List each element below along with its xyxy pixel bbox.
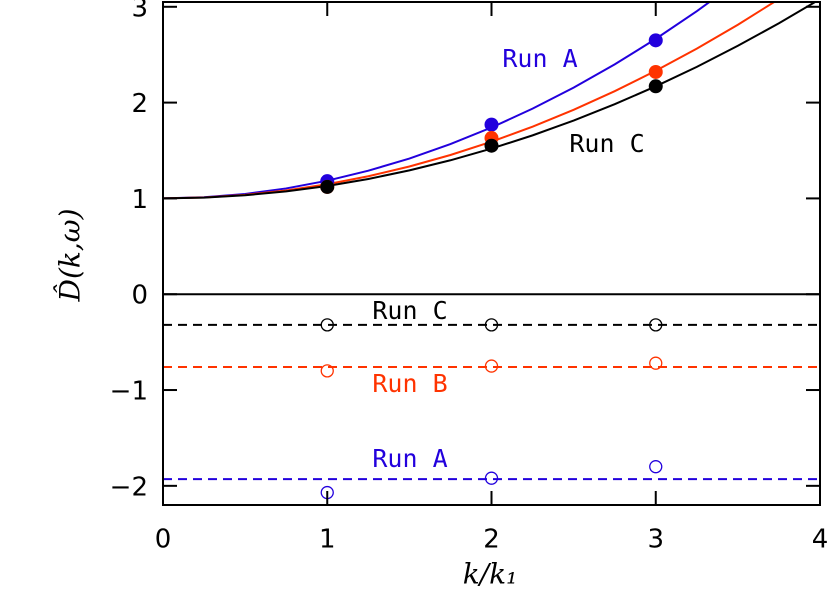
y-tick-label: 3 xyxy=(131,0,148,23)
open-point xyxy=(649,356,663,370)
x-tick-label: 3 xyxy=(647,525,664,555)
open-point xyxy=(649,318,663,332)
y-tick-label: 0 xyxy=(131,281,148,311)
x-tick-label: 4 xyxy=(812,525,829,555)
fit-curve xyxy=(163,2,818,200)
annotation: Run A xyxy=(372,444,447,473)
open-point xyxy=(484,318,499,332)
y-tick-label: 2 xyxy=(131,89,148,119)
plot-frame xyxy=(162,1,821,506)
y-axis-label: D̂(k,ω) xyxy=(53,209,86,303)
y-tick-label: −2 xyxy=(110,472,148,502)
fit-curve xyxy=(163,2,712,200)
annotation: Run A xyxy=(502,44,577,73)
x-tick-label: 2 xyxy=(483,525,500,555)
open-point xyxy=(320,318,334,332)
y-tick-label: 1 xyxy=(131,185,148,215)
filled-point xyxy=(648,64,663,79)
filled-point xyxy=(648,33,663,48)
x-tick-label: 0 xyxy=(155,525,172,555)
open-point xyxy=(484,471,499,485)
plot-area xyxy=(163,2,820,500)
filled-point xyxy=(648,79,663,94)
annotation: Run B xyxy=(372,369,447,398)
filled-point xyxy=(320,179,335,194)
annotation: Run C xyxy=(569,129,644,158)
open-point xyxy=(320,364,334,378)
filled-point xyxy=(484,138,499,153)
y-tick-label: −1 xyxy=(110,377,148,407)
open-point xyxy=(649,460,663,474)
fit-curve xyxy=(163,2,777,200)
annotation: Run C xyxy=(372,296,447,325)
open-point xyxy=(484,359,499,373)
x-axis-label: k/k₁ xyxy=(463,558,518,591)
filled-point xyxy=(484,117,499,132)
x-tick-label: 1 xyxy=(319,525,336,555)
